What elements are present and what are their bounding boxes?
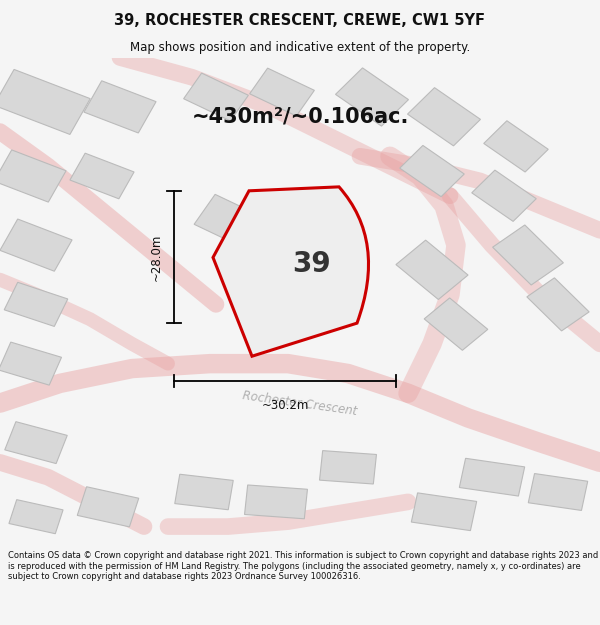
- Polygon shape: [528, 474, 588, 511]
- Polygon shape: [335, 68, 409, 126]
- Text: 39, ROCHESTER CRESCENT, CREWE, CW1 5YF: 39, ROCHESTER CRESCENT, CREWE, CW1 5YF: [115, 13, 485, 28]
- Polygon shape: [493, 225, 563, 285]
- Polygon shape: [460, 458, 524, 496]
- Polygon shape: [396, 240, 468, 299]
- Polygon shape: [412, 493, 476, 531]
- Polygon shape: [175, 474, 233, 510]
- Polygon shape: [400, 146, 464, 197]
- Polygon shape: [527, 278, 589, 331]
- Polygon shape: [472, 170, 536, 221]
- Polygon shape: [424, 298, 488, 350]
- Polygon shape: [70, 153, 134, 199]
- Polygon shape: [245, 485, 307, 519]
- Polygon shape: [0, 150, 66, 202]
- PathPatch shape: [213, 187, 368, 356]
- Polygon shape: [0, 342, 62, 385]
- Polygon shape: [9, 499, 63, 534]
- Polygon shape: [320, 451, 376, 484]
- Text: Contains OS data © Crown copyright and database right 2021. This information is : Contains OS data © Crown copyright and d…: [8, 551, 598, 581]
- Text: 39: 39: [292, 250, 331, 278]
- Polygon shape: [194, 194, 262, 246]
- Polygon shape: [5, 422, 67, 464]
- Polygon shape: [4, 282, 68, 326]
- Polygon shape: [230, 254, 298, 306]
- Polygon shape: [0, 219, 72, 271]
- Text: Map shows position and indicative extent of the property.: Map shows position and indicative extent…: [130, 41, 470, 54]
- Text: ~430m²/~0.106ac.: ~430m²/~0.106ac.: [191, 107, 409, 127]
- Polygon shape: [484, 121, 548, 172]
- Polygon shape: [84, 81, 156, 133]
- Text: ~28.0m: ~28.0m: [150, 233, 163, 281]
- Polygon shape: [77, 487, 139, 527]
- Text: Rochester Crescent: Rochester Crescent: [242, 389, 358, 418]
- Polygon shape: [250, 68, 314, 116]
- Polygon shape: [407, 88, 481, 146]
- Text: ~30.2m: ~30.2m: [262, 399, 308, 412]
- Polygon shape: [0, 69, 90, 134]
- Polygon shape: [184, 73, 248, 121]
